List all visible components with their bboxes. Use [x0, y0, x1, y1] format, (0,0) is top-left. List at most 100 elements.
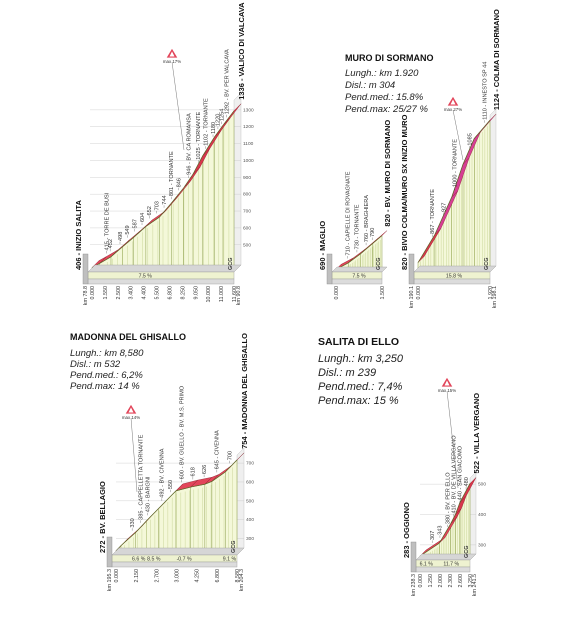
gradient-label: 7.5 %: [352, 274, 366, 280]
km-tick-label: 4.400: [142, 286, 148, 300]
km-tick-label: 2.000: [438, 574, 444, 588]
y-tick-label: 700: [246, 461, 254, 467]
km-tick-label: 11.000: [219, 286, 225, 302]
gradient-label: 7.5 %: [139, 274, 153, 280]
waypoint-label: 604: [140, 213, 146, 222]
waypoint-label: 652: [147, 206, 153, 215]
km-tick-label: 11.600: [232, 286, 238, 302]
logo: GCG: [228, 257, 234, 270]
km-tick-label: 2.500: [116, 286, 122, 300]
waypoint-label: 480: [464, 477, 470, 486]
start-km-label: km 238.3: [411, 574, 417, 596]
start-km-label: km 78.8: [83, 286, 89, 305]
profile-madonna-del-ghisallo: 300 400 500 600 700 6.6 % 8.5 % -0.7 % 9.1 % 0.00…: [98, 333, 254, 591]
waypoint-label: 744: [162, 195, 168, 204]
waypoint-label: 1102 - TORNANTE: [203, 98, 209, 146]
profile-line: [115, 459, 238, 552]
waypoint-label: 440 - SAN GIACOMO: [458, 445, 464, 500]
y-tick-label: 1000: [243, 158, 254, 164]
km-tick-label: 8.250: [180, 286, 186, 300]
max-grade-leader: [130, 417, 138, 493]
km-tick-label: 5.500: [155, 286, 161, 300]
waypoint-label: 927: [441, 203, 447, 212]
end-km-label: km 241.5: [472, 574, 478, 596]
km-tick-label: 6.800: [215, 569, 221, 583]
gradient-label: 15.8 %: [446, 274, 463, 280]
waypoint-label: 600 - BV. GUELLO - BV. M.S. PRIMO: [179, 385, 185, 479]
road-steep-shade: [202, 130, 222, 156]
road-steep-shade: [460, 477, 476, 503]
max-grade-label: max 15%: [438, 388, 456, 393]
title-sormano: MURO DI SORMANO: [345, 53, 434, 63]
waypoint-label: 549: [125, 225, 131, 234]
stat-sormano-length: Lungh.: km 1.920: [345, 68, 419, 79]
road-steep-shade: [418, 228, 441, 263]
km-tick-label: 0.000: [334, 286, 340, 300]
gradient-label: 9.1 %: [223, 557, 237, 563]
y-tick-label: 600: [246, 479, 254, 485]
road-steep-shade: [450, 508, 462, 524]
km-tick-label: 4.250: [195, 569, 201, 583]
km-tick-label: 1.920: [488, 286, 494, 300]
waypoint-label: 846: [177, 178, 183, 187]
km-tick-label: 1.550: [103, 286, 109, 300]
km-strip: [111, 561, 238, 568]
profile-line: [417, 119, 491, 263]
y-tick-label: 800: [243, 192, 251, 198]
waypoint-label: 1025 - TORNANTE: [196, 111, 202, 159]
waypoint-label: 1220: [216, 114, 222, 126]
stat-ello-length: Lungh.: km 3,250: [318, 353, 404, 365]
profile-line: [419, 483, 471, 557]
y-tick-label: 1200: [243, 124, 254, 130]
stat-ghisallo-avg: Pend.med.: 6,2%: [70, 370, 143, 381]
gradient-label: 8.5 %: [147, 557, 161, 563]
waypoint-label: 867 - TORNANTE: [430, 189, 436, 234]
waypoint-label: 330: [130, 518, 136, 527]
max-grade-icon-inner: [444, 380, 450, 386]
km-tick-label: 2.300: [448, 574, 454, 588]
waypoint-label: 946 - BV. CA ROMANSA: [186, 113, 192, 175]
waypoint-label: 343: [438, 525, 444, 534]
max-grade-icon-inner: [169, 51, 175, 57]
waypoint-label: 626: [202, 465, 208, 474]
waypoint-label: 452: [108, 239, 114, 248]
profile-salita-di-ello: 300 400 500 6.1 % 11.7 % 0.000 1.250 2.000 2.300…: [402, 376, 486, 596]
stat-ello-avg: Pend.med.: 7,4%: [318, 381, 403, 393]
waypoint-label: 700: [227, 451, 233, 460]
logo: GCG: [376, 257, 382, 270]
stat-ghisallo-max: Pend.max: 14 %: [70, 381, 140, 392]
y-tick-label: 600: [243, 225, 251, 231]
waypoint-label: 1292 - BV. PER VALCAVA: [224, 49, 230, 114]
profile-valico-di-valcava: 500 600 700 800 900 1000 1100 1200 1300 7.5 % 0.00…: [74, 2, 254, 305]
end-label: 1124 - COLMA DI SORMANO: [492, 9, 501, 110]
stat-sormano-avg: Pend.med.: 15.8%: [345, 92, 424, 103]
climb-info-text: MURO DI SORMANO Lungh.: km 1.920 Disl.: …: [70, 53, 434, 407]
side-wall: [233, 92, 242, 273]
end-label: 1336 - VALICO DI VALCAVA: [237, 2, 246, 100]
end-km-label: km 90.8: [236, 286, 242, 305]
y-tick-label: 700: [243, 209, 251, 215]
base-slab-top: [111, 547, 245, 556]
max-grade-label: max 27%: [444, 107, 462, 112]
km-tick-label: 9.050: [193, 286, 199, 300]
road-steep-shade: [463, 132, 481, 165]
gradient-label: 6.1 %: [420, 562, 434, 568]
waypoint-label: 1000 - TORNANTE: [453, 139, 459, 187]
start-block: [106, 536, 113, 568]
y-tick-label: 500: [478, 482, 486, 488]
km-tick-label: 8.580: [235, 569, 241, 583]
max-grade-leader: [452, 109, 464, 161]
km-tick-label: 2.150: [134, 569, 140, 583]
road-steep-shade: [192, 148, 210, 175]
start-block: [408, 253, 415, 285]
start-block: [82, 253, 89, 285]
waypoint-label: 1110 - INNESTO SP 44: [483, 62, 489, 120]
road-steep-shade: [183, 167, 200, 188]
max-grade-label: max 17%: [163, 59, 181, 64]
start-block: [326, 253, 333, 285]
stat-ghisallo-length: Lungh.: km 8,580: [70, 348, 144, 359]
end-label: 754 - MADONNA DEL GHISALLO: [240, 333, 249, 449]
y-tick-label: 900: [243, 175, 251, 181]
waypoint-label: 710 - CAPIELLE DI ROVAGNATE: [346, 171, 352, 255]
km-tick-label: 0.000: [418, 574, 424, 588]
